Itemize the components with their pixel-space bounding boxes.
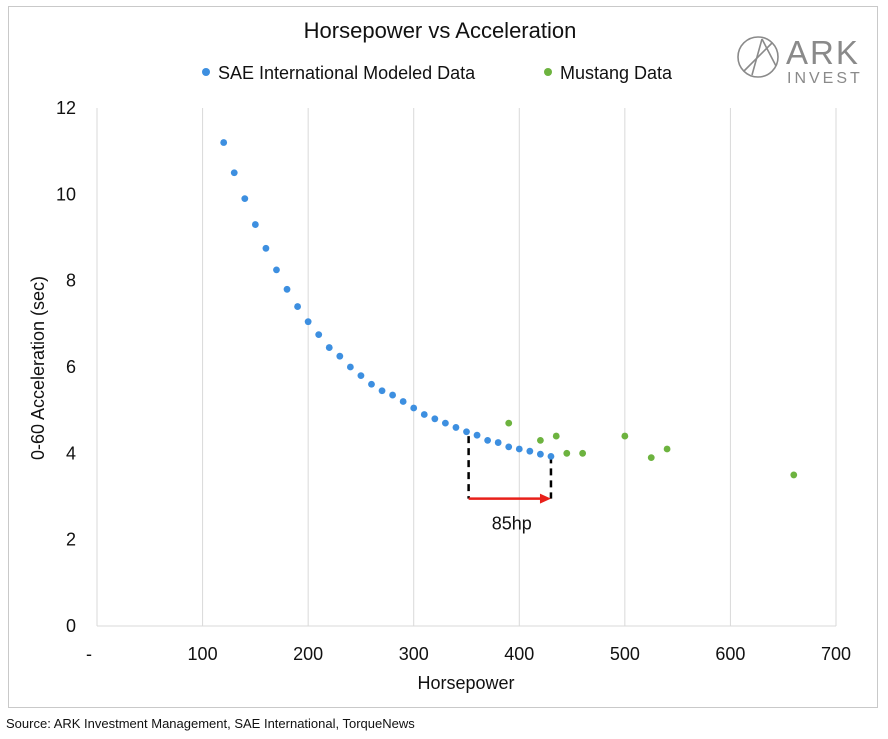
sae-data-point — [241, 195, 249, 203]
sae-data-point — [346, 363, 354, 371]
x-gridlines — [202, 108, 837, 626]
legend-label-sae: SAE International Modeled Data — [218, 63, 476, 83]
y-tick-label: 6 — [66, 357, 76, 377]
mustang-data-point — [579, 449, 587, 457]
sae-data-point — [410, 404, 418, 412]
ark-invest-logo: ARK INVEST — [737, 34, 863, 87]
logo-subtext: INVEST — [787, 70, 863, 87]
mustang-data-point — [505, 419, 513, 427]
sae-data-point — [357, 372, 365, 380]
chart-frame — [8, 6, 878, 708]
x-tick-label: 100 — [188, 644, 218, 664]
arrow-head — [539, 493, 551, 504]
y-tick-label: 2 — [66, 530, 76, 550]
sae-data-point — [441, 419, 449, 427]
legend-marker-mustang — [544, 68, 552, 76]
sae-data-point — [389, 391, 396, 399]
ark-logo-icon — [737, 36, 779, 78]
sae-data-point — [230, 169, 238, 177]
mustang-data-point — [663, 445, 671, 453]
legend-label-mustang: Mustang Data — [560, 63, 673, 83]
y-tick-labels: 0 2 4 6 8 10 12 — [56, 98, 76, 636]
sae-data-point — [537, 450, 544, 458]
x-axis-label: Horsepower — [417, 673, 514, 693]
y-tick-label: 10 — [56, 184, 76, 204]
y-axis-label: 0-60 Acceleration (sec) — [28, 276, 48, 460]
logo-wordmark: ARK — [786, 34, 860, 71]
x-tick-label: 400 — [504, 644, 534, 664]
sae-data-point — [494, 439, 502, 446]
x-tick-labels: - 100 200 300 400 500 600 700 — [86, 644, 851, 664]
y-tick-label: 4 — [66, 443, 76, 463]
x-tick-label: 600 — [715, 644, 745, 664]
x-tick-label: 200 — [293, 644, 323, 664]
mustang-data-point — [621, 432, 629, 440]
sae-data-point — [463, 428, 470, 436]
mustang-data-point — [790, 471, 798, 479]
sae-data-point — [283, 285, 291, 293]
x-tick-label: 700 — [821, 644, 851, 664]
sae-data-point — [294, 303, 301, 310]
data-points — [220, 139, 798, 479]
x-tick-label: 300 — [399, 644, 429, 664]
y-tick-label: 8 — [66, 271, 76, 291]
x-tick-label: 500 — [610, 644, 640, 664]
sae-data-point — [273, 266, 280, 274]
legend-marker-sae — [202, 68, 210, 76]
mustang-data-point — [552, 432, 560, 440]
sae-data-point — [515, 445, 523, 453]
sae-data-point — [505, 443, 513, 451]
chart-title: Horsepower vs Acceleration — [304, 18, 577, 43]
sae-data-point — [547, 452, 555, 460]
sae-data-point — [251, 221, 259, 228]
sae-data-point — [473, 431, 481, 439]
sae-data-point — [315, 331, 323, 339]
sae-data-point — [420, 411, 428, 418]
legend: SAE International Modeled Data Mustang D… — [202, 63, 673, 83]
axes — [96, 108, 836, 627]
mustang-data-point — [563, 449, 571, 457]
mustang-data-point — [537, 436, 544, 444]
y-tick-label: 0 — [66, 616, 76, 636]
sae-data-point — [262, 244, 270, 252]
sae-data-point — [431, 415, 439, 423]
source-note: Source: ARK Investment Management, SAE I… — [6, 716, 415, 731]
sae-data-point — [325, 344, 333, 351]
annotation-label: 85hp — [492, 514, 532, 534]
sae-data-point — [304, 318, 312, 326]
annotation-85hp: 85hp — [467, 436, 553, 534]
sae-data-point — [399, 398, 407, 405]
y-tick-label: 12 — [56, 98, 76, 118]
sae-data-point — [378, 387, 386, 395]
sae-data-point — [526, 447, 534, 455]
sae-data-point — [368, 380, 375, 388]
sae-data-point — [220, 139, 228, 146]
x-tick-label: - — [86, 644, 92, 664]
mustang-data-point — [647, 454, 655, 462]
sae-data-point — [452, 424, 460, 431]
sae-data-point — [484, 436, 492, 444]
sae-data-point — [336, 352, 344, 360]
